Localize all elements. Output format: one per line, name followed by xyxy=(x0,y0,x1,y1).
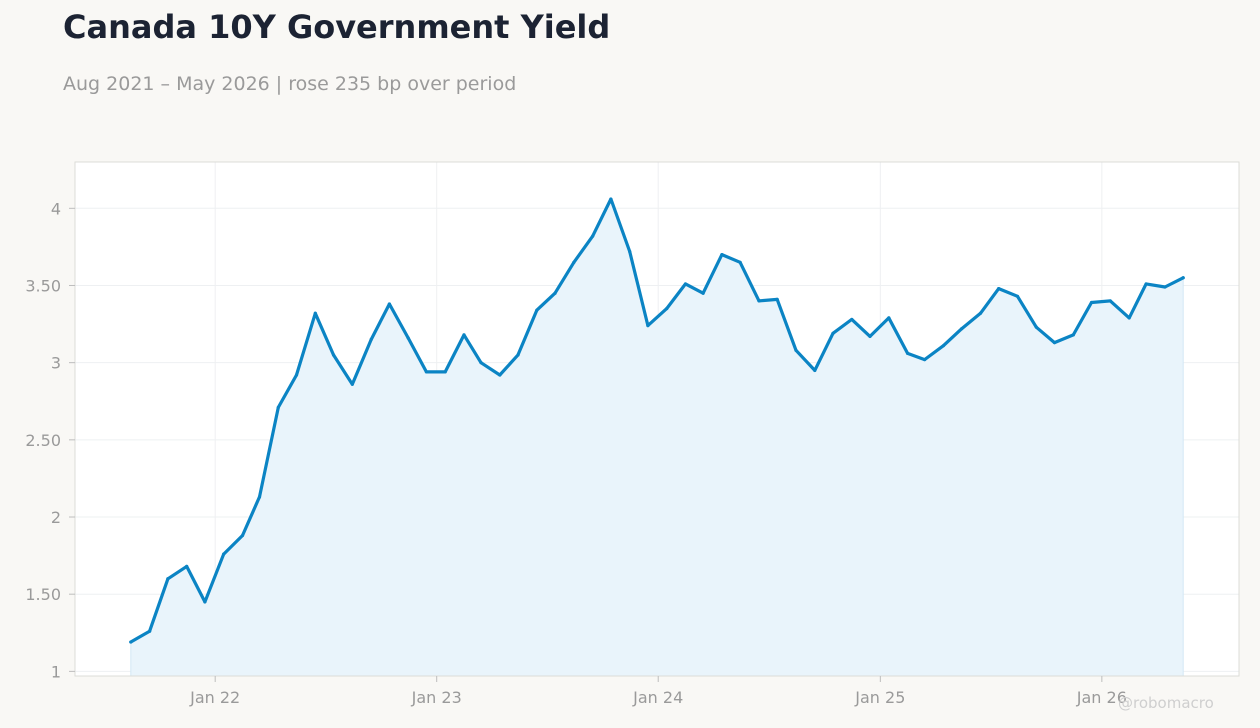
data-point xyxy=(683,282,688,286)
data-point xyxy=(572,260,576,264)
data-point xyxy=(166,577,170,581)
data-point xyxy=(129,640,133,644)
data-point xyxy=(831,331,835,335)
data-point xyxy=(757,299,761,303)
y-tick-label: 3.50 xyxy=(25,276,61,295)
data-point xyxy=(406,336,410,340)
data-point xyxy=(1108,299,1112,303)
data-point xyxy=(813,368,817,372)
data-point xyxy=(1052,340,1057,345)
data-point xyxy=(1127,316,1131,320)
data-point xyxy=(794,348,798,352)
data-point xyxy=(906,351,910,355)
data-point xyxy=(978,311,983,315)
y-tick-label: 4 xyxy=(51,199,61,218)
data-point xyxy=(1034,325,1038,329)
data-point xyxy=(222,552,226,556)
data-point xyxy=(257,495,262,499)
data-point xyxy=(148,629,152,633)
data-point xyxy=(1089,300,1094,305)
data-point xyxy=(850,317,854,322)
data-point xyxy=(738,260,742,264)
data-points xyxy=(129,197,1185,644)
data-point xyxy=(941,344,946,348)
y-axis: 1 1.50 2 2.50 3 3.50 4 xyxy=(25,199,75,681)
chart-subtitle: Aug 2021 – May 2026 | rose 235 bp over p… xyxy=(63,73,517,95)
x-tick-label: Jan 24 xyxy=(632,688,683,707)
x-tick-label: Jan 23 xyxy=(411,688,462,707)
data-point xyxy=(387,302,391,306)
y-tick-label: 3 xyxy=(51,354,61,373)
data-point xyxy=(1071,333,1075,337)
data-point xyxy=(609,197,613,201)
data-point xyxy=(424,370,428,374)
y-tick-label: 1.50 xyxy=(25,585,61,604)
data-point xyxy=(591,234,595,238)
x-axis: Jan 22 Jan 23 Jan 24 Jan 25 Jan 26 xyxy=(189,676,1127,707)
data-point xyxy=(646,324,650,328)
data-point xyxy=(350,382,354,386)
data-point xyxy=(516,353,520,357)
x-tick-label: Jan 26 xyxy=(1076,688,1127,707)
x-tick-label: Jan 22 xyxy=(189,688,240,707)
data-point xyxy=(294,373,299,377)
data-point xyxy=(720,253,724,257)
series-line xyxy=(129,197,1185,644)
data-point xyxy=(331,353,336,357)
data-point xyxy=(498,373,502,377)
data-point xyxy=(313,311,317,315)
data-point xyxy=(553,291,557,295)
data-point xyxy=(369,337,373,342)
x-tick-label: Jan 25 xyxy=(854,688,905,707)
data-point xyxy=(240,533,245,538)
plot-frame xyxy=(74,161,1240,677)
data-point xyxy=(276,405,280,410)
data-point xyxy=(203,600,207,604)
data-point xyxy=(997,286,1001,291)
data-point xyxy=(443,370,447,374)
data-point xyxy=(1144,282,1148,286)
data-point xyxy=(462,333,466,337)
data-point xyxy=(665,307,669,311)
chart-title: Canada 10Y Government Yield xyxy=(63,8,611,46)
data-point xyxy=(185,564,189,569)
data-point xyxy=(868,334,872,339)
data-point xyxy=(535,308,539,312)
watermark: @robomacro xyxy=(1118,694,1214,712)
y-tick-label: 2 xyxy=(51,508,61,527)
data-point xyxy=(960,327,964,331)
data-point xyxy=(701,291,705,295)
y-tick-label: 2.50 xyxy=(25,431,61,450)
data-point xyxy=(628,249,632,254)
y-tick-label: 1 xyxy=(51,662,61,681)
data-point xyxy=(1015,294,1020,298)
data-point xyxy=(479,361,483,365)
data-point xyxy=(775,297,779,301)
data-point xyxy=(923,357,927,362)
data-point xyxy=(1181,276,1185,280)
data-point xyxy=(1163,285,1167,289)
data-point xyxy=(887,316,891,320)
